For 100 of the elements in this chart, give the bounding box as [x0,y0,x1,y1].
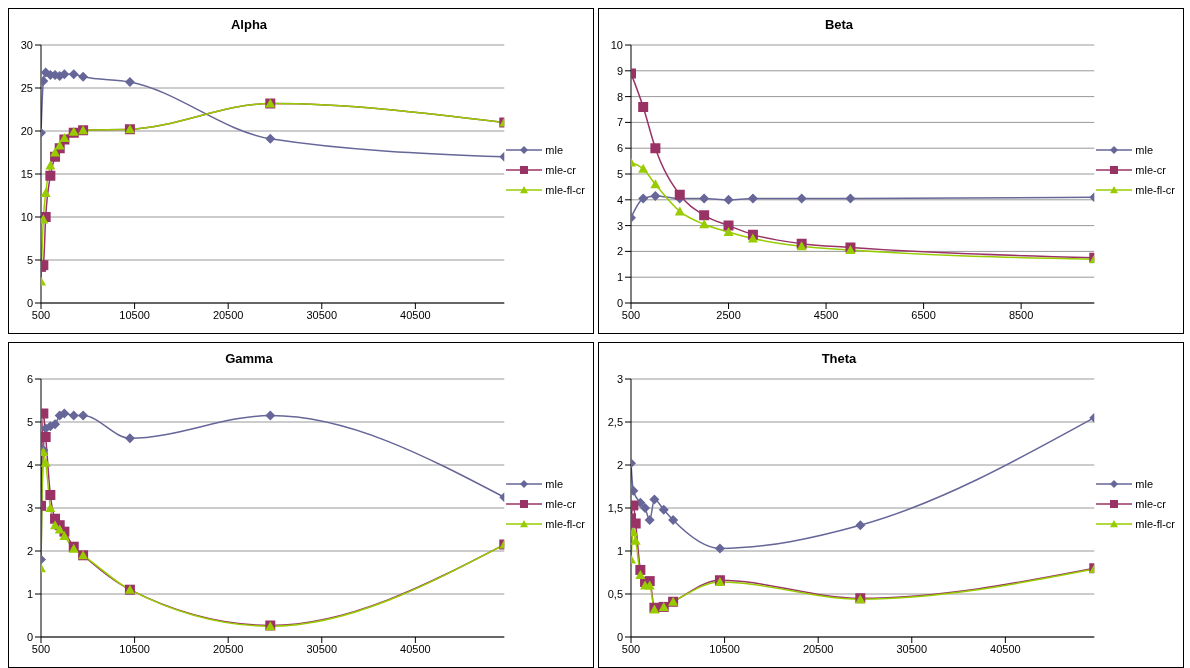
y-tick-label: 0,5 [607,587,623,600]
point [265,133,276,144]
point [638,101,649,112]
legend-label: mle-cr [1135,498,1166,510]
point [658,504,669,515]
point [50,147,61,157]
x-tick-label: 500 [621,308,641,321]
legend-label: mle-cr [545,498,576,510]
legend-label: mle [545,478,564,490]
point [78,410,89,421]
y-tick-label: 3 [616,372,623,385]
point [124,433,135,444]
point [640,503,651,513]
x-tick-label: 10500 [119,642,150,655]
x-tick-label: 30500 [896,642,928,655]
y-tick-label: 1,5 [607,501,623,514]
point [845,193,856,204]
chart-title: Alpha [229,17,269,32]
point [650,190,661,201]
point [699,210,710,221]
point [54,524,65,534]
x-tick-label: 20500 [212,642,244,655]
point [674,189,685,200]
point [638,163,649,173]
x-tick-label: 8500 [1008,308,1034,321]
point [714,543,725,554]
y-tick-label: 9 [616,64,623,77]
x-tick-label: 30500 [306,308,338,321]
point [45,170,56,181]
point [638,193,649,204]
point [265,410,276,421]
legend-label: mle-cr [545,164,576,176]
x-tick-label: 2500 [716,308,741,321]
y-tick-label: 1 [26,587,33,600]
y-tick-label: 1 [616,544,623,557]
point [635,570,646,580]
point [668,515,679,526]
legend-label: mle-fl-cr [1135,184,1175,196]
point [45,490,56,501]
legend-label: mle-fl-cr [545,184,585,196]
point [45,503,56,512]
y-tick-label: 2 [616,458,623,471]
point [723,194,734,205]
y-tick-label: 2 [26,544,33,557]
chart-title: Gamma [224,351,274,366]
x-tick-label: 40500 [990,642,1021,655]
point [855,520,866,531]
point [644,580,655,590]
y-tick-label: 0 [26,296,33,309]
point [723,227,734,237]
x-tick-label: 40500 [400,308,431,321]
y-tick-label: 20 [20,124,33,137]
point [650,179,661,189]
x-tick-label: 500 [31,642,51,655]
y-tick-label: 5 [26,415,33,428]
y-tick-label: 0 [616,630,623,643]
y-tick-label: 4 [26,458,33,471]
y-tick-label: 5 [26,253,33,266]
x-tick-label: 30500 [306,642,338,655]
point [50,419,61,430]
legend-label: mle [545,144,564,156]
y-tick-label: 2,5 [607,415,623,428]
y-tick-label: 25 [20,81,33,94]
point [631,535,641,545]
legend-label: mle [1135,478,1154,490]
y-tick-label: 5 [616,167,623,180]
chart-title: Beta [823,17,855,32]
point [78,71,89,82]
y-tick-label: 10 [20,210,33,223]
point [68,410,79,421]
y-tick-label: 0 [616,296,623,309]
x-tick-label: 20500 [802,642,834,655]
point [45,160,56,170]
point [41,187,51,197]
point [747,233,758,243]
point [699,193,710,204]
y-tick-label: 4 [616,193,623,206]
legend-label: mle [1135,144,1154,156]
point [59,530,70,540]
point [650,143,661,154]
x-tick-label: 500 [621,642,641,655]
point [54,140,65,150]
x-tick-label: 40500 [400,642,431,655]
y-tick-label: 1 [616,271,623,284]
point [41,457,51,467]
y-tick-label: 6 [26,372,33,385]
point [124,76,135,87]
point [699,219,710,229]
point [644,515,655,526]
point [68,69,79,80]
x-tick-label: 10500 [709,642,740,655]
x-tick-label: 10500 [119,308,150,321]
point [674,206,685,216]
y-tick-label: 15 [20,167,33,180]
point [723,220,734,231]
point [796,193,807,204]
y-tick-label: 3 [616,219,623,232]
point [631,518,641,529]
legend-label: mle-fl-cr [1135,518,1175,530]
point [649,494,660,505]
